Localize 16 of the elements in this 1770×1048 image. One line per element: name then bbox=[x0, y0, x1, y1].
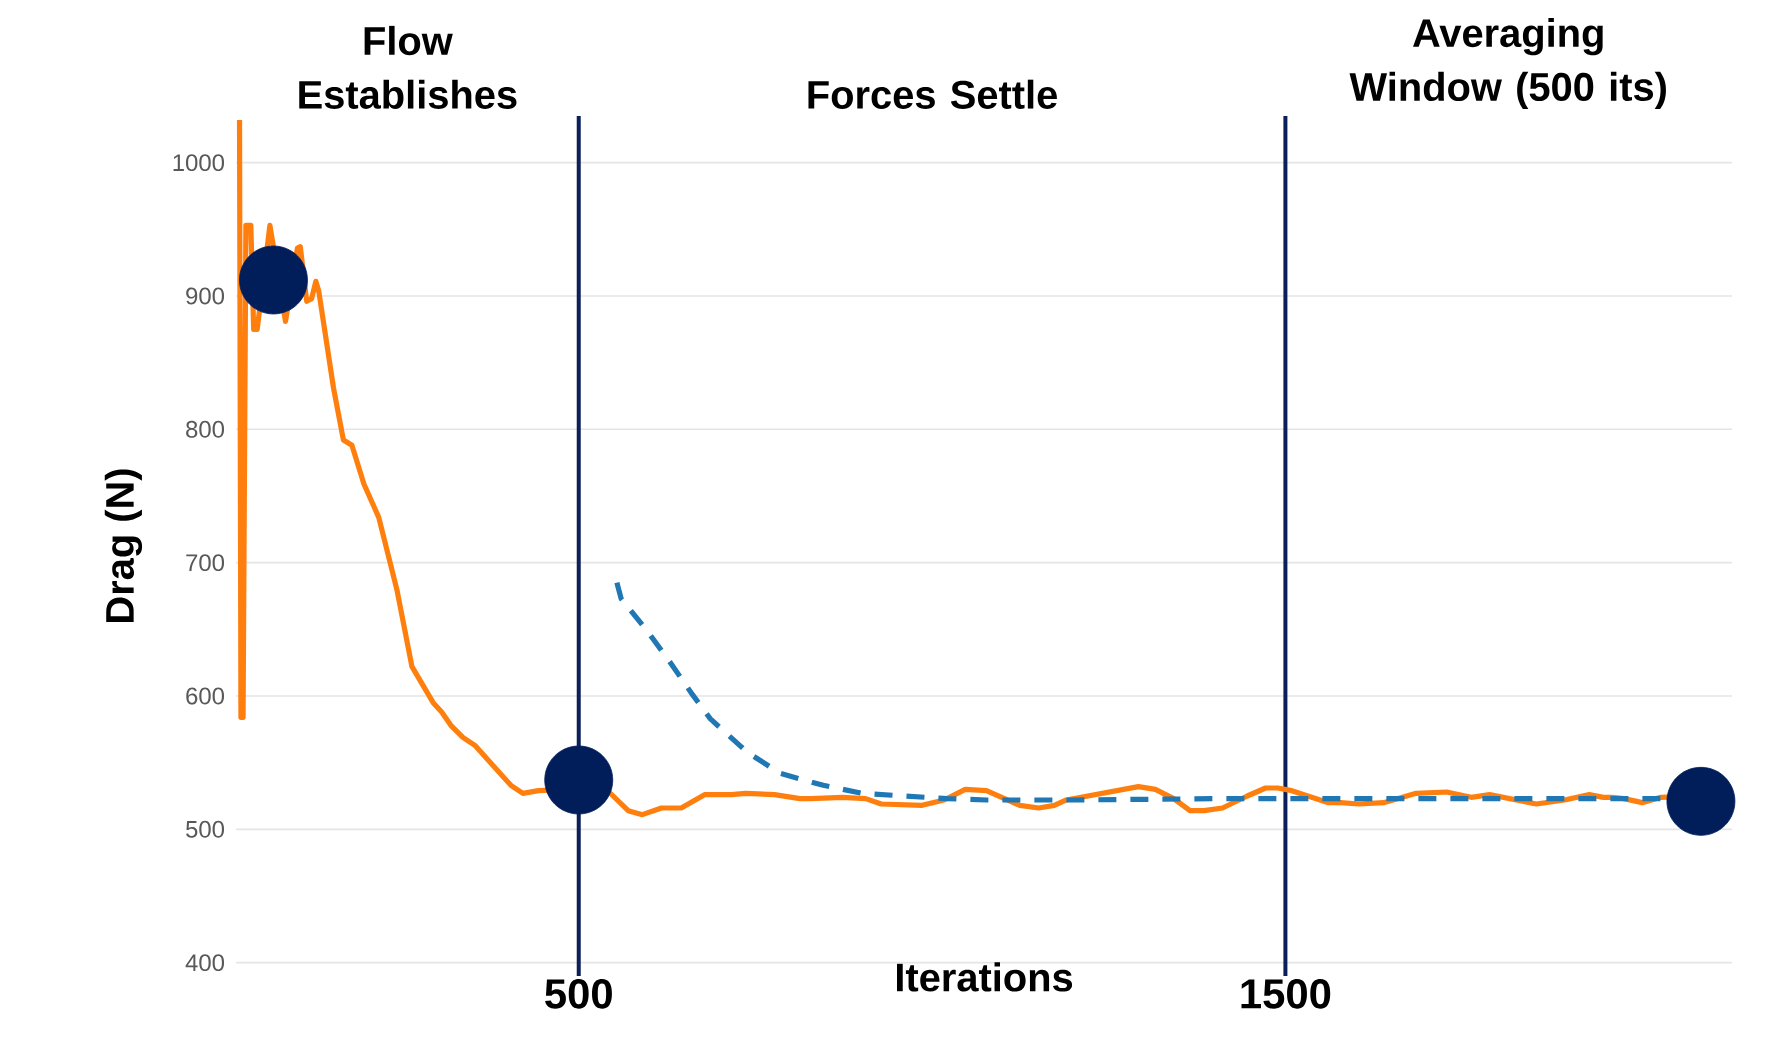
text: Averaging Window (500 its) bbox=[1349, 17, 1666, 109]
point bbox=[1666, 766, 1736, 836]
text: Flow Establishes bbox=[299, 25, 517, 109]
point bbox=[544, 745, 614, 815]
y-tick-label: 400 bbox=[185, 954, 225, 972]
point bbox=[239, 245, 308, 315]
y-tick-label: 1000 bbox=[173, 154, 225, 172]
y-tick-label: 500 bbox=[186, 820, 225, 838]
text: Forces Settle bbox=[808, 79, 1057, 109]
y-tick-label: 900 bbox=[186, 287, 225, 305]
x-axis-title: Iterations bbox=[896, 962, 1073, 992]
y-axis-title: Drag (N) bbox=[104, 469, 143, 622]
y-tick-label: 800 bbox=[186, 420, 225, 438]
y-tick-label: 600 bbox=[186, 687, 225, 705]
y-tick-label: 700 bbox=[186, 554, 225, 572]
x-tick-label: 1500 bbox=[1241, 979, 1331, 1009]
